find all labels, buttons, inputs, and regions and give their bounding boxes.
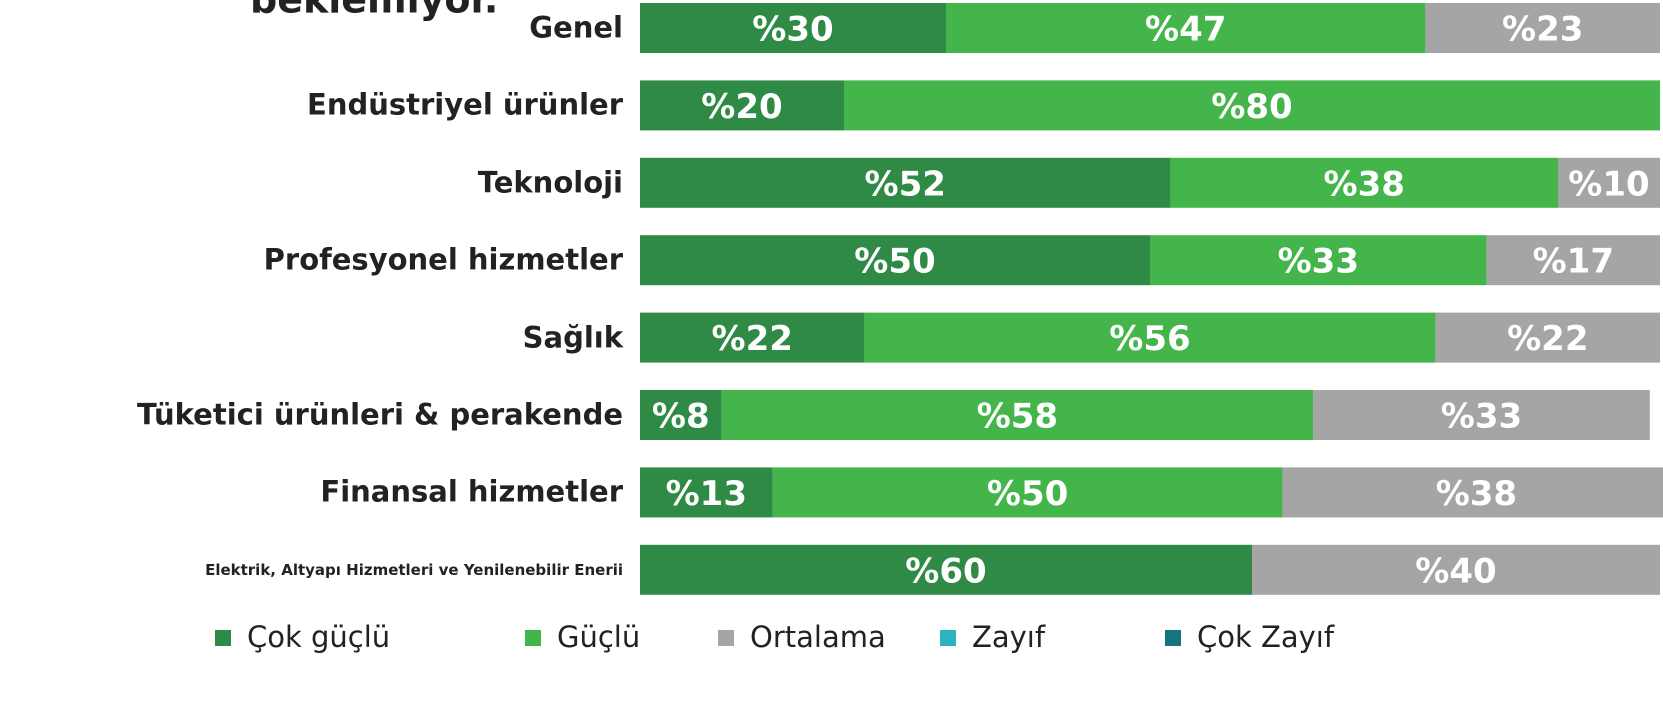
value-label: %50 — [987, 474, 1068, 514]
legend-label: Çok güçlü — [247, 620, 390, 654]
bar-segment — [640, 235, 1150, 286]
bar-segment — [1282, 467, 1663, 518]
value-label: %33 — [1278, 242, 1359, 282]
value-label: %22 — [712, 319, 793, 359]
legend-label: Güçlü — [557, 620, 640, 654]
category-label: Genel — [529, 10, 623, 45]
legend-label: Ortalama — [750, 620, 886, 654]
legend-swatch — [1165, 630, 1181, 646]
legend-label: Çok Zayıf — [1197, 620, 1335, 654]
value-label: %58 — [977, 397, 1058, 437]
value-label: %20 — [701, 87, 782, 127]
category-label: Endüstriyel ürünler — [307, 87, 623, 122]
value-label: %38 — [1436, 474, 1517, 514]
bar-segment — [640, 312, 865, 363]
category-label: Profesyonel hizmetler — [263, 242, 623, 277]
category-label: Sağlık — [522, 320, 623, 355]
legend-swatch — [718, 630, 734, 646]
bar-segment — [1170, 157, 1558, 208]
value-label: %13 — [666, 474, 747, 514]
category-label: Tüketici ürünleri & perakende — [137, 397, 623, 432]
bar-segment — [1486, 235, 1660, 286]
value-label: %52 — [865, 164, 946, 204]
legend-swatch — [525, 630, 541, 646]
value-label: %10 — [1568, 164, 1649, 204]
bar-segment — [640, 467, 773, 518]
legend-label: Zayıf — [972, 620, 1046, 654]
value-label: %30 — [752, 10, 833, 50]
bar-segment — [772, 467, 1283, 518]
bar-segment — [640, 80, 844, 131]
value-label: %80 — [1211, 87, 1292, 127]
value-label: %38 — [1324, 164, 1405, 204]
legend-swatch — [940, 630, 956, 646]
legend-swatch — [215, 630, 231, 646]
value-label: %23 — [1502, 10, 1583, 50]
bar-segment — [640, 390, 722, 440]
value-label: %60 — [905, 551, 986, 591]
category-label: Elektrik, Altyapı Hizmetleri ve Yenilene… — [205, 560, 623, 579]
bar-segment — [1435, 312, 1660, 363]
value-label: %40 — [1415, 551, 1496, 591]
value-label: %56 — [1109, 319, 1190, 359]
bar-segment — [1252, 544, 1660, 595]
bar-segment — [844, 80, 1660, 131]
bar-segment — [864, 312, 1436, 363]
chart-title: beklemiyor. — [250, 0, 498, 22]
value-label: %8 — [652, 397, 710, 437]
value-label: %22 — [1507, 319, 1588, 359]
bar-segment — [1425, 3, 1660, 53]
category-label: Teknoloji — [477, 165, 623, 200]
bar-segment — [1558, 157, 1660, 208]
bar-segment — [640, 157, 1171, 208]
bar-segment — [721, 390, 1314, 440]
value-label: %47 — [1145, 10, 1226, 50]
bar-segment — [1313, 390, 1650, 440]
bar-segment — [946, 3, 1426, 53]
bar-segment — [1150, 235, 1487, 286]
bar-segment — [640, 3, 946, 53]
value-label: %33 — [1441, 397, 1522, 437]
category-label: Finansal hizmetler — [320, 474, 623, 509]
value-label: %50 — [854, 242, 935, 282]
value-label: %17 — [1533, 242, 1614, 282]
bar-segment — [640, 544, 1252, 595]
